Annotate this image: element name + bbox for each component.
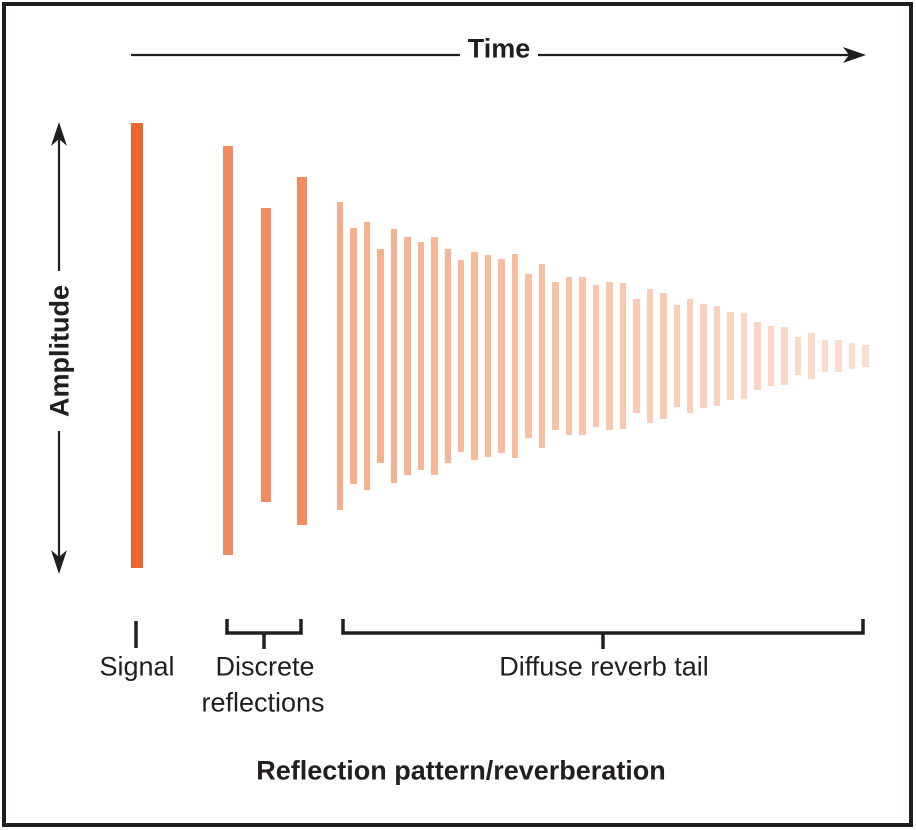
- tail-bar: [660, 293, 667, 419]
- tail-bar: [862, 345, 869, 367]
- time-axis-label: Time: [467, 33, 531, 64]
- tail-bar: [552, 282, 559, 430]
- tail-bar: [484, 255, 492, 457]
- amplitude-arrowhead-down-icon: [51, 550, 67, 574]
- discrete-reflections-label-line2: reflections: [201, 687, 325, 718]
- tail-bar: [363, 222, 371, 490]
- tail-bar: [633, 299, 640, 413]
- tail-bar: [565, 277, 573, 435]
- tail-bar: [377, 249, 384, 463]
- tail-bar: [606, 282, 613, 430]
- tail-bar: [592, 285, 600, 427]
- tail-bar: [808, 333, 815, 379]
- amplitude-axis-label: Amplitude: [44, 285, 75, 417]
- tail-bar: [794, 337, 802, 375]
- tail-bar: [431, 237, 438, 475]
- tail-bar: [835, 340, 842, 372]
- diffuse-bracket: [341, 619, 865, 635]
- tail-bar: [390, 229, 398, 483]
- tail-bar: [740, 313, 748, 399]
- tail-bar: [350, 228, 357, 484]
- tail-bar: [498, 259, 505, 453]
- discrete-reflections-label-line1: Discrete: [215, 651, 315, 682]
- signal-label: Signal: [99, 651, 175, 682]
- amplitude-arrowhead-up-icon: [51, 122, 67, 146]
- tail-bar: [471, 252, 478, 460]
- tail-bar: [781, 327, 788, 385]
- tail-bar: [767, 326, 775, 386]
- tail-bar: [646, 289, 654, 423]
- tail-bar: [619, 283, 627, 429]
- tail-bar: [686, 299, 694, 413]
- tail-bar: [404, 237, 411, 475]
- figure-caption: Reflection pattern/reverberation: [256, 755, 666, 786]
- tail-bar: [579, 277, 586, 435]
- tail-bar: [525, 274, 532, 438]
- diffuse-reverb-tail-label: Diffuse reverb tail: [499, 651, 709, 682]
- tail-bar: [713, 306, 721, 406]
- discrete-reflection-bar: [297, 177, 307, 525]
- tail-bar: [417, 242, 425, 470]
- tail-bar: [444, 249, 451, 463]
- tail-bar: [848, 343, 856, 369]
- tail-bar: [673, 305, 680, 407]
- tail-bar: [727, 312, 734, 400]
- tail-bar: [538, 264, 546, 448]
- discrete-reflection-bar: [261, 208, 271, 502]
- tail-bar: [700, 304, 707, 408]
- time-arrowhead-right-icon: [843, 47, 866, 63]
- tail-bar: [336, 202, 344, 510]
- discrete-bracket: [225, 619, 303, 635]
- discrete-reflection-bar: [223, 146, 233, 555]
- tail-bar: [511, 254, 519, 458]
- tail-bar: [457, 260, 465, 452]
- tail-bar: [754, 322, 761, 390]
- tail-bar: [821, 340, 829, 372]
- signal-bar: [131, 123, 143, 568]
